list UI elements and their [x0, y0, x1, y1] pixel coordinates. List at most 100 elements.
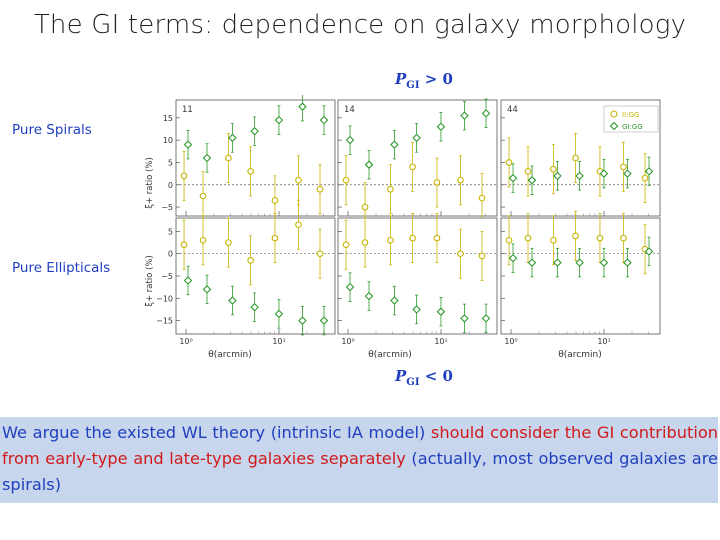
gi-point: [298, 102, 307, 111]
gi-point: [599, 169, 609, 178]
ii-point: [180, 241, 188, 249]
ylabel-bottom: ξ+ ratio (%): [145, 255, 155, 307]
panel-2-2: 10⁰ 10¹: [337, 213, 498, 346]
y-tick-label: 5: [168, 158, 173, 167]
ii-point: [572, 232, 579, 240]
legend-gi-label: GI:GG: [622, 123, 643, 131]
ii-point: [180, 172, 188, 180]
gi-point: [345, 282, 355, 292]
y-tick-label: 5: [168, 227, 173, 236]
pgi-negative-label: PGI < 0: [395, 367, 453, 388]
x-tick-label: 10¹: [597, 337, 610, 346]
figure-legend: II:GG GI:GG: [603, 105, 659, 133]
gi-point: [508, 253, 518, 263]
row-label-spirals: Pure Spirals: [12, 122, 92, 138]
ii-point: [457, 176, 464, 184]
gi-point: [364, 160, 374, 169]
y-tick-label: 0: [168, 181, 173, 190]
gi-point: [202, 285, 212, 294]
ii-point: [524, 234, 532, 242]
conclusion-text: We argue the existed WL theory (intrinsi…: [2, 420, 718, 498]
ii-point: [433, 179, 441, 186]
gi-point: [644, 167, 654, 176]
gi-point: [228, 133, 237, 143]
ii-point: [409, 163, 416, 171]
x-tick-label: 10⁰: [504, 337, 517, 346]
ii-point: [295, 221, 302, 229]
panel-frame: [175, 99, 336, 217]
pgi-top-rel: > 0: [424, 70, 453, 88]
panel-2-3: 10⁰ 10¹: [500, 210, 661, 346]
gi-point: [319, 316, 329, 325]
pgi-bottom-symbol: P: [395, 367, 407, 385]
ii-point: [361, 239, 369, 246]
ii-point: [550, 165, 557, 173]
y-tick-label: 0: [168, 250, 173, 259]
ii-point: [433, 234, 441, 242]
gi-point: [527, 258, 537, 267]
gi-point: [412, 305, 421, 314]
panel-2-1: −15 −10 −5 0 5 10⁰ 10¹: [156, 199, 336, 346]
panel-1-2: 14: [337, 98, 498, 233]
y-tick-label: 15: [163, 114, 173, 123]
ylabel-top: ξ+ ratio (%): [145, 157, 155, 209]
gi-point: [599, 258, 609, 267]
panel-frame: [337, 99, 498, 217]
gi-point: [298, 316, 307, 325]
ii-point: [342, 241, 350, 249]
conclusion-part-3: (actually, most observed galaxies are sp…: [2, 449, 718, 494]
ii-point: [316, 250, 324, 258]
ii-point: [225, 154, 232, 162]
pgi-bottom-rel: < 0: [424, 367, 453, 385]
ii-point: [225, 239, 232, 246]
ii-point: [596, 234, 604, 242]
ii-point: [316, 185, 324, 193]
ii-point: [387, 185, 394, 193]
ii-point: [457, 250, 464, 258]
gi-point: [575, 171, 584, 181]
slide-title: The GI terms: dependence on galaxy morph…: [33, 10, 687, 40]
ii-point: [199, 192, 207, 200]
ii-point: [199, 236, 207, 244]
gi-point: [527, 176, 537, 185]
row-label-ellipticals: Pure Ellipticals: [12, 260, 111, 276]
pgi-top-symbol: P: [395, 70, 407, 88]
conclusion-part-1: We argue the existed WL theory (intrinsi…: [2, 423, 431, 442]
x-tick-label: 10¹: [272, 337, 285, 346]
ii-point: [342, 176, 350, 184]
gi-point: [390, 140, 399, 149]
ii-point: [387, 236, 394, 244]
panel-frame: [175, 217, 336, 335]
gi-point: [319, 115, 329, 125]
gi-point: [183, 140, 193, 149]
xlabel-panel-2: θ(arcmin): [368, 350, 411, 360]
panel-number: 14: [344, 105, 355, 115]
gi-point: [274, 309, 284, 319]
ii-point: [271, 197, 279, 204]
ii-point: [409, 234, 416, 242]
panel-number: 44: [507, 105, 518, 115]
gi-point: [390, 296, 399, 305]
ii-point: [247, 168, 254, 175]
gi-point: [481, 314, 491, 323]
ii-point: [505, 159, 513, 166]
legend-ii-label: II:GG: [622, 111, 639, 119]
gi-point: [250, 302, 259, 312]
x-tick-label: 10⁰: [341, 337, 354, 346]
ii-point: [620, 163, 627, 171]
conclusion-emphasis: should consider the GI contribution from…: [2, 423, 718, 468]
gi-point: [228, 296, 237, 305]
gi-point: [183, 276, 193, 285]
ii-point: [550, 236, 557, 244]
gi-point: [481, 109, 491, 118]
ii-point: [361, 203, 369, 211]
gi-point: [460, 314, 469, 323]
ii-point: [247, 257, 254, 264]
y-tick-label: −10: [156, 294, 173, 303]
gi-point: [345, 135, 355, 145]
legend-ii-marker: [610, 110, 618, 118]
ii-point: [524, 168, 532, 175]
panel-number: 11: [182, 105, 193, 115]
gi-point: [364, 291, 374, 301]
gi-point: [644, 247, 654, 256]
